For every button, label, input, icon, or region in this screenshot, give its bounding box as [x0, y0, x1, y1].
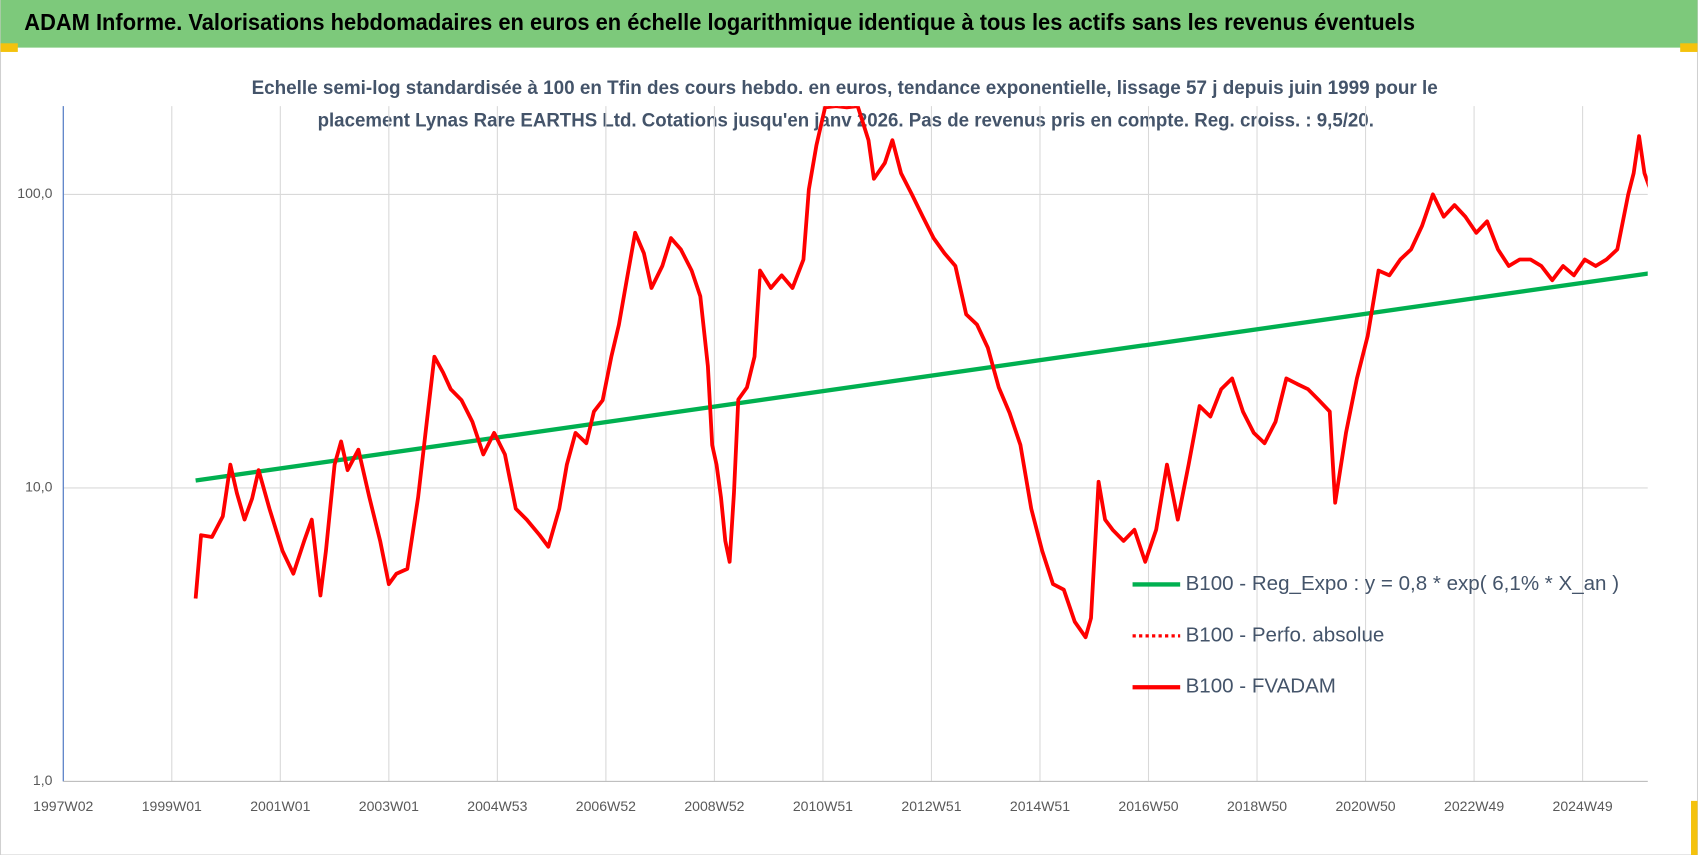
- legend-label: B100 - FVADAM: [1186, 675, 1336, 698]
- x-tick-label: 2010W51: [793, 798, 853, 814]
- x-tick-label: 2024W49: [1553, 798, 1613, 814]
- x-tick-label: 2014W51: [1010, 798, 1070, 814]
- x-tick-label: 2016W50: [1118, 798, 1178, 814]
- chart-subtitle: Echelle semi-log standardisée à 100 en T…: [252, 77, 1438, 99]
- y-tick-label: 100,0: [17, 185, 52, 201]
- x-tick-label: 2020W50: [1335, 798, 1395, 814]
- x-tick-label: 2001W01: [250, 798, 310, 814]
- x-tick-label: 2018W50: [1227, 798, 1287, 814]
- corner: [0, 43, 18, 52]
- legend-label: B100 - Reg_Expo : y = 0,8 * exp( 6,1% * …: [1186, 572, 1619, 595]
- x-tick-label: 2008W52: [684, 798, 744, 814]
- page-title: ADAM Informe. Valorisations hebdomadaire…: [24, 9, 1415, 35]
- y-tick-label: 1,0: [33, 772, 53, 788]
- x-tick-label: 2012W51: [901, 798, 961, 814]
- y-tick-label: 10,0: [25, 479, 53, 495]
- data-line: [193, 106, 1648, 640]
- x-tick-label: 2003W01: [359, 798, 419, 814]
- corner: [1680, 43, 1698, 52]
- data-line: [195, 271, 1648, 483]
- x-tick-label: 1997W02: [33, 798, 93, 814]
- title-bar: [0, 0, 1698, 48]
- chart-subtitle: placement Lynas Rare EARTHS Ltd. Cotatio…: [318, 109, 1374, 131]
- x-tick-label: 2004W53: [467, 798, 527, 814]
- x-tick-label: 2006W52: [576, 798, 636, 814]
- corner: [1691, 800, 1698, 855]
- legend-label: B100 - Perfo. absolue: [1186, 623, 1385, 646]
- x-tick-label: 2022W49: [1444, 798, 1504, 814]
- x-tick-label: 1999W01: [142, 798, 202, 814]
